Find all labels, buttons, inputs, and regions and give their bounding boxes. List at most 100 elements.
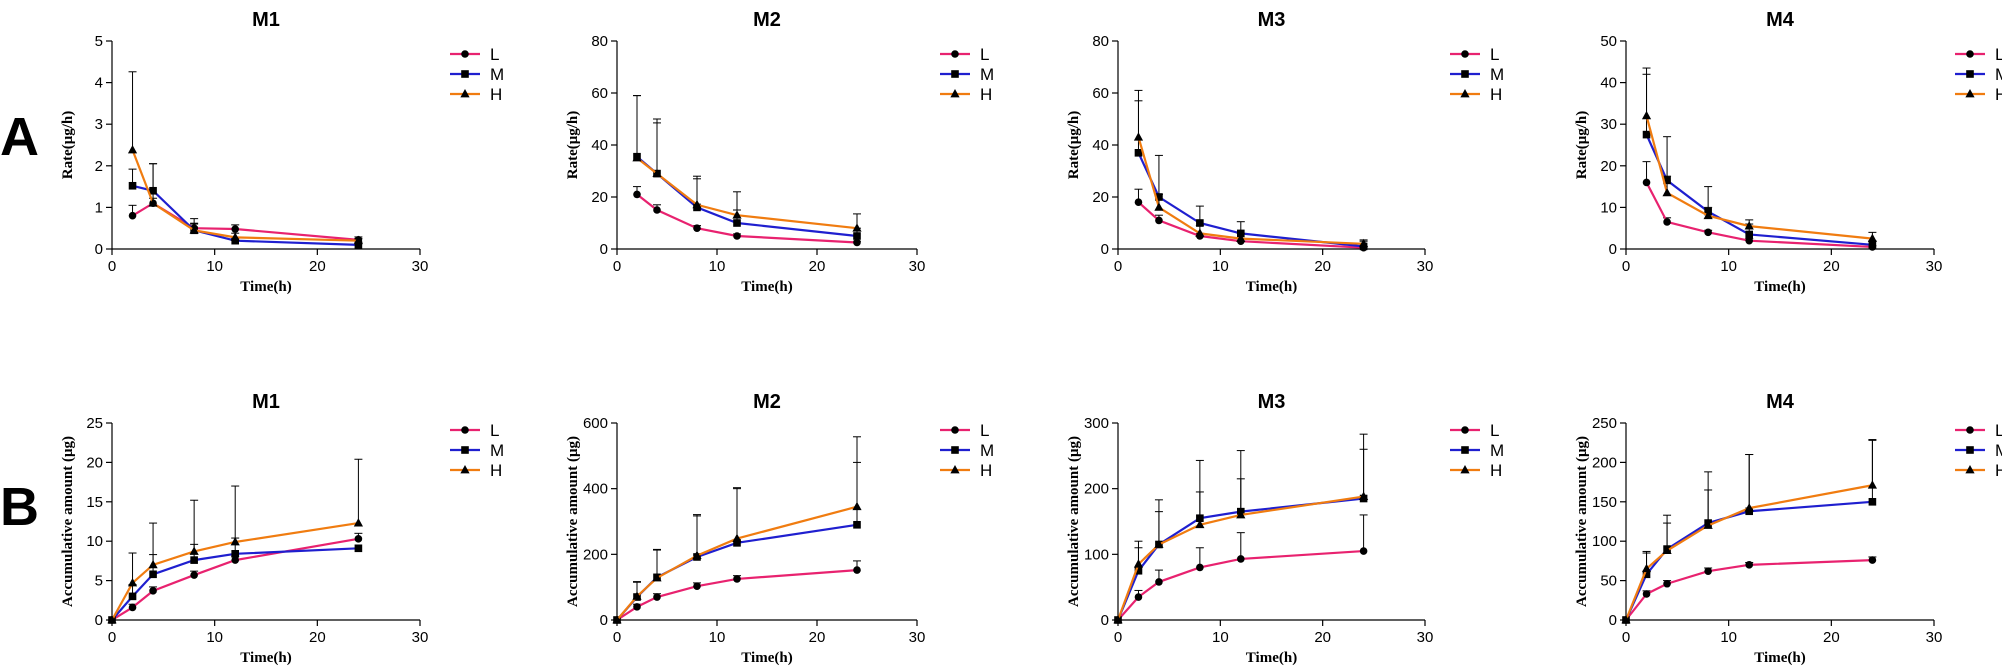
x-tick-label: 10	[1212, 629, 1229, 646]
data-point	[148, 198, 158, 207]
data-point	[149, 587, 157, 595]
data-point	[1155, 216, 1163, 225]
data-point	[632, 153, 642, 162]
y-axis-label: Accumulative amount (μg)	[1574, 436, 1590, 607]
data-point	[128, 211, 137, 220]
x-tick-label: 20	[1823, 258, 1840, 275]
x-tick-label: 20	[1314, 258, 1331, 275]
legend-label: H	[490, 85, 502, 104]
y-tick-label: 0	[600, 612, 608, 629]
series-line	[1116, 497, 1364, 621]
data-point	[1744, 503, 1754, 512]
legend-label: H	[1490, 461, 1502, 480]
legend-label: H	[980, 85, 992, 104]
series-line	[616, 568, 858, 621]
chart-panel: M2 0 200 400 600 0 10 20 30 Time(h) Accumulative a…	[565, 391, 994, 666]
x-tick-label: 10	[206, 258, 223, 275]
chart-panel: M2 0 20 40 60 80 0 10 20 30 Time(h) Rate(μg/h) LMH	[565, 9, 994, 295]
series-line	[1645, 181, 1873, 249]
data-point	[853, 232, 861, 240]
data-point	[1621, 615, 1631, 624]
data-point	[852, 223, 862, 232]
y-tick-label: 40	[1600, 75, 1617, 92]
legend-marker	[1461, 50, 1469, 58]
series-line	[131, 201, 359, 241]
data-point	[189, 546, 199, 555]
data-point	[1703, 210, 1713, 220]
y-tick-label: 10	[86, 533, 103, 550]
data-point	[692, 199, 702, 209]
series-m	[633, 95, 861, 240]
x-axis-label: Time(h)	[240, 279, 291, 295]
series-line	[636, 193, 858, 244]
series-line	[111, 537, 359, 621]
legend-marker	[1965, 89, 1975, 98]
data-point	[1237, 555, 1245, 563]
y-tick-label: 5	[95, 573, 103, 590]
x-tick-label: 30	[1926, 629, 1943, 646]
data-point	[1236, 233, 1246, 242]
series-line	[1137, 152, 1364, 248]
data-point	[692, 550, 702, 560]
data-point	[231, 550, 239, 558]
x-axis-label: Time(h)	[1754, 279, 1805, 295]
legend-label: L	[490, 45, 499, 64]
series-m	[1642, 73, 1877, 249]
data-point	[1745, 236, 1753, 245]
data-point	[127, 144, 138, 154]
series-m	[128, 163, 363, 249]
series-h	[1113, 448, 1369, 624]
chart-title: M4	[1766, 9, 1795, 31]
x-tick-label: 0	[613, 629, 621, 646]
series-line	[1624, 500, 1873, 621]
data-point	[1359, 547, 1368, 555]
data-point	[1113, 615, 1123, 624]
y-tick-label: 0	[95, 241, 103, 258]
data-point	[128, 603, 137, 612]
x-axis-label: Time(h)	[741, 279, 792, 295]
x-tick-label: 30	[1417, 629, 1434, 646]
y-tick-label: 40	[591, 137, 608, 154]
y-tick-label: 20	[86, 454, 103, 471]
data-point	[1359, 491, 1369, 500]
legend-label: M	[1995, 65, 2002, 84]
data-point	[1134, 566, 1143, 575]
data-point	[1196, 563, 1204, 572]
data-point	[693, 582, 701, 590]
y-tick-label: 0	[1101, 241, 1109, 258]
series-h	[1133, 89, 1369, 248]
data-point	[733, 219, 741, 227]
x-tick-label: 30	[1417, 258, 1434, 275]
data-point	[733, 539, 741, 547]
y-tick-label: 0	[600, 241, 608, 258]
series-line	[131, 149, 359, 242]
legend-label: H	[1490, 85, 1502, 104]
data-point	[612, 615, 622, 624]
legend-label: L	[1490, 421, 1499, 440]
data-point	[190, 571, 198, 579]
legend-marker	[1966, 50, 1974, 58]
data-point	[190, 556, 198, 564]
data-point	[230, 232, 240, 241]
series-m	[1114, 433, 1368, 624]
x-tick-label: 10	[1212, 258, 1229, 275]
x-tick-label: 0	[1622, 258, 1630, 275]
chart-title: M4	[1766, 391, 1795, 413]
y-tick-label: 0	[1609, 241, 1617, 258]
x-tick-label: 20	[809, 258, 826, 275]
legend-label: L	[1995, 45, 2002, 64]
legend-marker	[1966, 70, 1974, 78]
chart-title: M2	[753, 391, 781, 413]
data-point	[128, 592, 137, 601]
data-point	[1195, 228, 1205, 237]
y-axis-label: Rate(μg/h)	[565, 111, 581, 180]
data-point	[732, 210, 742, 219]
y-tick-label: 0	[1609, 612, 1617, 629]
y-axis-label: Accumulative amount (μg)	[60, 436, 76, 607]
series-l	[1114, 514, 1368, 624]
data-point	[1868, 556, 1877, 564]
y-tick-label: 5	[95, 33, 103, 50]
chart-title: M1	[252, 9, 280, 31]
x-tick-label: 20	[1823, 629, 1840, 646]
